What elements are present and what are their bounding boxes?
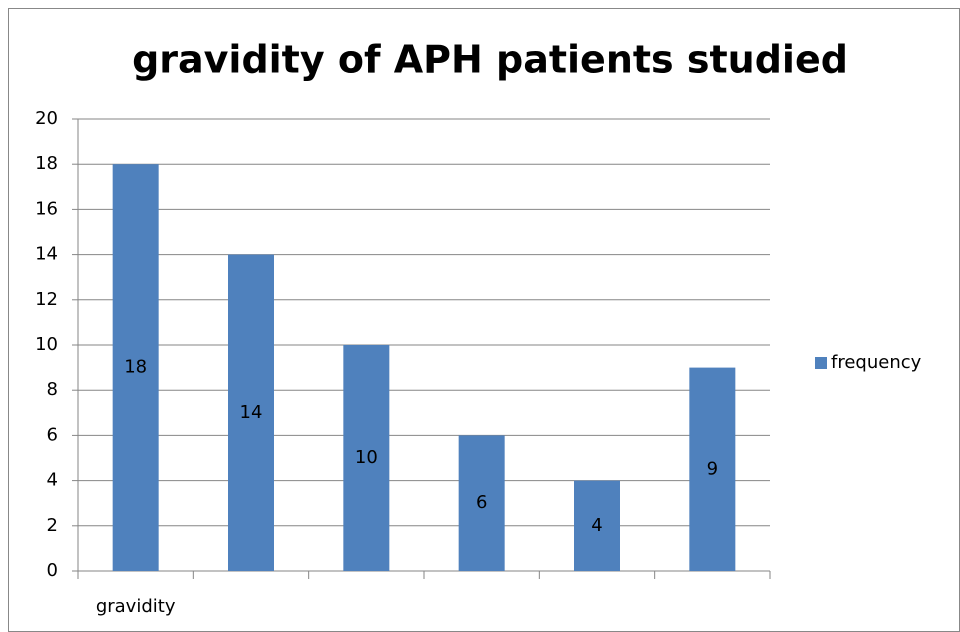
data-label: 10 bbox=[355, 447, 378, 468]
bar bbox=[458, 435, 505, 571]
bar bbox=[689, 367, 736, 571]
y-tick-label: 20 bbox=[35, 108, 58, 129]
y-tick-label: 12 bbox=[35, 289, 58, 310]
chart-title: gravidity of APH patients studied bbox=[132, 38, 848, 82]
bar bbox=[112, 164, 159, 571]
y-tick-label: 0 bbox=[47, 560, 58, 581]
data-label: 6 bbox=[476, 492, 487, 513]
y-tick-label: 8 bbox=[47, 379, 58, 400]
bar bbox=[228, 254, 274, 571]
y-tick-label: 6 bbox=[47, 424, 58, 445]
y-tick-label: 16 bbox=[35, 198, 58, 219]
y-tick-label: 2 bbox=[47, 515, 58, 536]
data-label: 9 bbox=[707, 458, 718, 479]
y-tick-label: 4 bbox=[47, 470, 58, 491]
x-tick-label: gravidity bbox=[96, 596, 176, 617]
y-tick-label: 10 bbox=[35, 334, 58, 355]
bar bbox=[343, 345, 390, 571]
legend-swatch bbox=[815, 357, 827, 369]
y-tick-label: 14 bbox=[35, 244, 58, 265]
y-tick-label: 18 bbox=[35, 153, 58, 174]
bar bbox=[574, 480, 620, 571]
legend-label: frequency bbox=[831, 352, 922, 373]
data-label: 18 bbox=[124, 357, 147, 378]
data-label: 14 bbox=[240, 402, 263, 423]
data-label: 4 bbox=[591, 515, 602, 536]
